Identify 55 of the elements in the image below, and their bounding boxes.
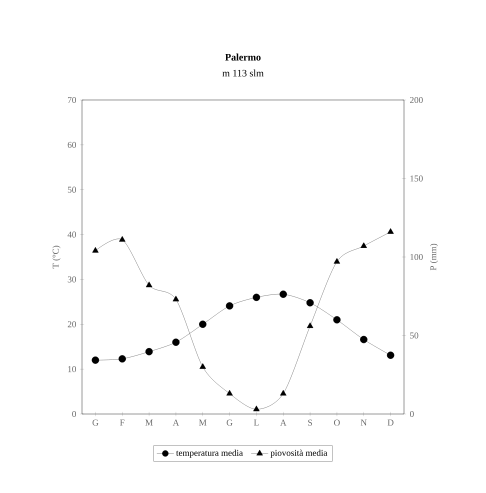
y-tick-label: 60: [68, 142, 76, 148]
y2-tick-label: 150: [410, 175, 423, 182]
point: [199, 320, 206, 328]
point: [200, 363, 206, 369]
y2-tick-label: 200: [410, 96, 423, 104]
x-tick-label: G: [226, 420, 233, 426]
x-tick-label: D: [388, 420, 394, 426]
legend-label: piovosità media: [270, 450, 328, 458]
y-tick-label: 20: [68, 321, 76, 328]
point: [118, 355, 126, 363]
x-tick-label: N: [360, 420, 367, 426]
point: [252, 294, 260, 302]
y-axis-title: T (°C): [52, 246, 61, 268]
point: [145, 348, 153, 356]
y2-axis-title: P (mm): [430, 244, 438, 270]
x-tick-label: O: [334, 420, 340, 426]
point: [360, 242, 367, 248]
y-tick-label: 30: [68, 276, 76, 282]
point: [386, 352, 394, 359]
x-tick-label: M: [145, 420, 153, 426]
y2-tick-label: 100: [410, 254, 423, 260]
y-tick-label: 70: [68, 96, 76, 104]
x-tick-label: S: [308, 420, 312, 426]
x-tick-label: A: [280, 420, 286, 426]
chart-title: Palermo: [225, 54, 261, 61]
point: [334, 258, 340, 264]
y-tick-label: 50: [68, 186, 76, 193]
y2-tick-label: 0: [410, 410, 414, 418]
x-tick-label: M: [199, 420, 206, 426]
point: [146, 282, 152, 288]
y2-tick-label: 50: [410, 332, 418, 339]
point: [306, 322, 314, 328]
x-tick-label: A: [172, 420, 180, 426]
point: [172, 338, 180, 346]
y-tick-label: 0: [72, 410, 76, 418]
point: [306, 299, 314, 306]
chart-subtitle: m 113 slm: [222, 69, 264, 77]
y-tick-label: 40: [68, 232, 76, 238]
point: [119, 236, 126, 242]
point: [226, 390, 233, 396]
point: [280, 390, 286, 396]
x-tick-label: G: [92, 420, 98, 426]
x-tick-label: F: [120, 420, 124, 426]
point: [226, 302, 234, 310]
point: [333, 316, 341, 324]
point: [360, 336, 368, 344]
x-tick-label: L: [254, 420, 259, 426]
point: [92, 247, 99, 253]
point: [387, 228, 394, 234]
point: [172, 296, 180, 302]
point: [92, 356, 100, 364]
y-tick-label: 10: [68, 366, 76, 372]
legend-label: temperatura media: [176, 450, 243, 458]
point: [280, 290, 287, 298]
point: [253, 406, 260, 412]
